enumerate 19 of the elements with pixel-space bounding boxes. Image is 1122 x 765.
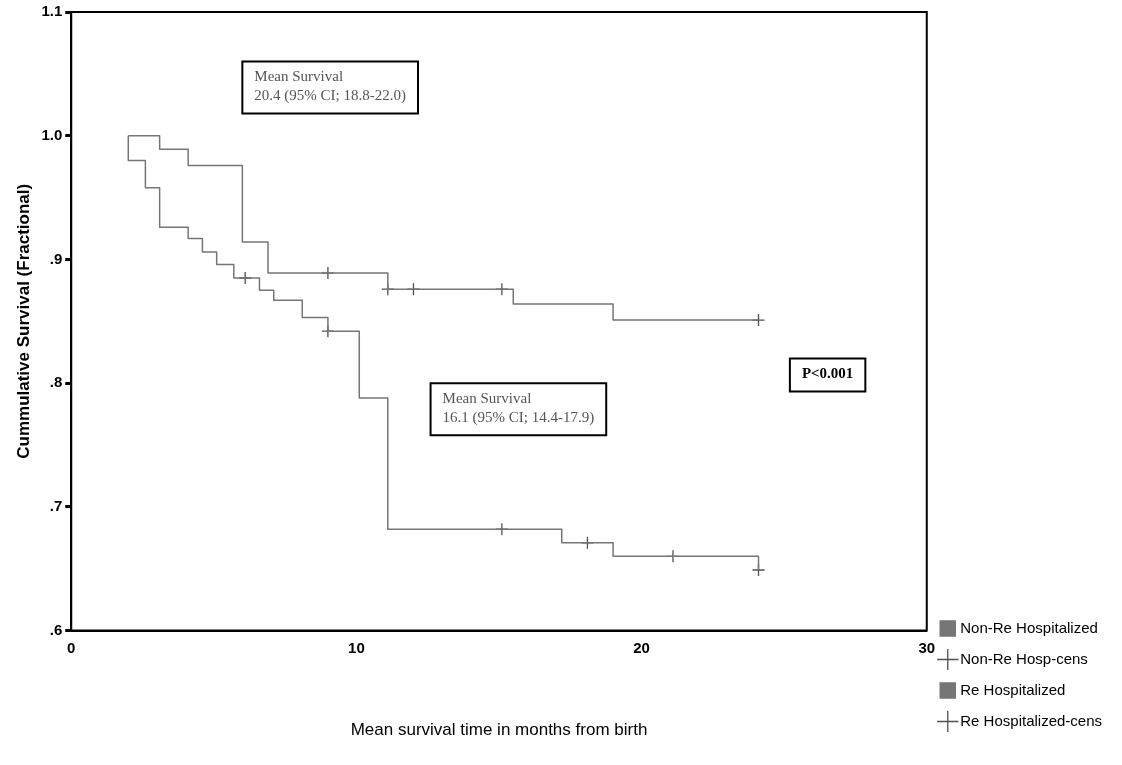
x-tick-label: 0 [67, 638, 76, 656]
y-tick-label: .8 [49, 373, 63, 391]
x-tick-label: 10 [348, 638, 365, 656]
y-tick-label: 1.1 [41, 2, 63, 20]
legend-label: Non-Re Hospitalized [960, 618, 1098, 636]
y-axis-title: Cummulative Survival (Fractional) [13, 183, 33, 459]
y-tick-label: .7 [49, 497, 63, 515]
legend-label: Re Hospitalized [960, 680, 1066, 698]
legend-label: Re Hospitalized-cens [960, 711, 1102, 729]
annotation: P<0.001 [801, 364, 854, 381]
y-tick-label: .6 [49, 620, 63, 638]
y-tick-label: .9 [49, 249, 63, 267]
x-tick-label: 30 [918, 638, 936, 656]
legend-label: Non-Re Hosp-cens [960, 649, 1088, 667]
y-tick-label: 1.0 [41, 125, 63, 143]
annotation: Mean Survival 16.1 (95% CI; 14.4-17.9) [442, 389, 595, 426]
annotation: Mean Survival 20.4 (95% CI; 18.8-22.0) [254, 67, 407, 104]
x-tick-label: 20 [633, 638, 650, 656]
x-axis-title: Mean survival time in months from birth [350, 720, 648, 740]
